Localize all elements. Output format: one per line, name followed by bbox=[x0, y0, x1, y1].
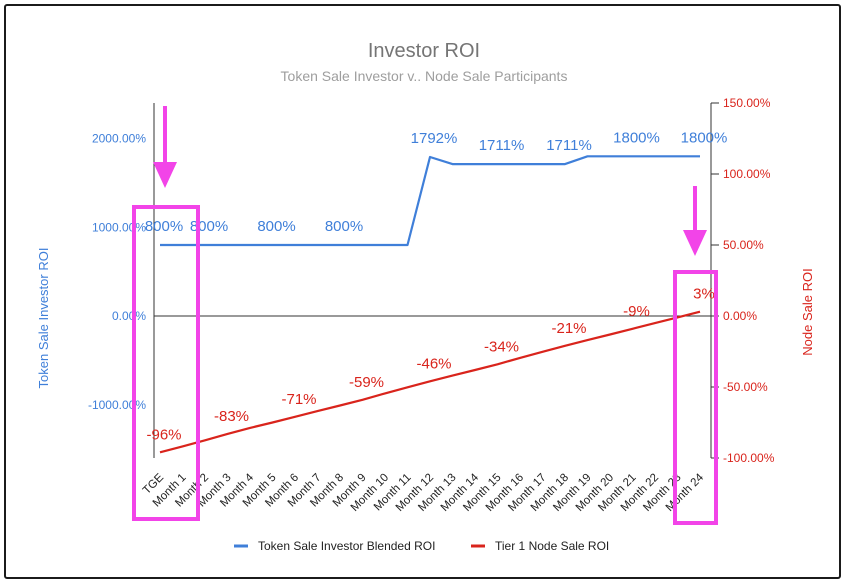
chart-plot-area: -1000.00% 0.00% 1000.00% 2000.00% -100.00% -5… bbox=[88, 96, 775, 465]
node-sale-roi-line bbox=[159, 310, 701, 454]
left-tick-label: 0.00% bbox=[112, 309, 146, 323]
token-sale-data-label: 1711% bbox=[546, 137, 592, 154]
right-axis-title: Node Sale ROI bbox=[800, 268, 815, 355]
legend-label: Tier 1 Node Sale ROI bbox=[495, 539, 609, 553]
node-sale-data-label: -46% bbox=[416, 355, 451, 372]
investor-roi-chart: Investor ROI Token Sale Investor v.. Nod… bbox=[36, 40, 815, 553]
series-lines bbox=[159, 155, 701, 454]
chart-frame: Investor ROI Token Sale Investor v.. Nod… bbox=[4, 4, 841, 579]
chart-title: Investor ROI bbox=[368, 40, 480, 62]
left-axis-title: Token Sale Investor ROI bbox=[36, 248, 51, 389]
node-sale-data-label: -59% bbox=[349, 374, 384, 391]
data-labels: 800% 800% 800% 800% 1792% 1711% 1711% 1800% 1800… bbox=[145, 129, 728, 443]
chart-subtitle: Token Sale Investor v.. Node Sale Partic… bbox=[281, 68, 568, 84]
node-sale-data-label: -96% bbox=[146, 426, 181, 443]
arrow-head-end bbox=[683, 230, 707, 256]
highlight-box-start bbox=[132, 205, 200, 521]
left-tick-label: -1000.00% bbox=[88, 398, 146, 412]
token-sale-data-label: 1711% bbox=[479, 137, 525, 154]
arrow-head-start bbox=[153, 162, 177, 188]
token-sale-data-label: 1800% bbox=[613, 129, 660, 146]
right-tick-label: 150.00% bbox=[723, 96, 771, 110]
right-tick-label: 100.00% bbox=[723, 167, 771, 181]
left-tick-label: 1000.00% bbox=[92, 220, 146, 234]
right-tick-label: -50.00% bbox=[723, 380, 768, 394]
node-sale-data-label: -71% bbox=[281, 391, 316, 408]
token-sale-data-label: 1792% bbox=[411, 130, 458, 147]
highlight-annotations bbox=[132, 106, 718, 525]
chart-legend: Token Sale Investor Blended ROI Tier 1 No… bbox=[234, 539, 609, 553]
node-sale-data-label: -34% bbox=[484, 338, 519, 355]
token-sale-data-label: 800% bbox=[190, 218, 228, 235]
token-sale-data-label: 800% bbox=[257, 218, 295, 235]
token-sale-data-label: 800% bbox=[325, 218, 363, 235]
node-sale-data-label: 3% bbox=[693, 286, 715, 303]
token-sale-data-label: 800% bbox=[145, 218, 183, 235]
right-tick-label: 50.00% bbox=[723, 238, 764, 252]
left-tick-label: 2000.00% bbox=[92, 132, 146, 146]
right-tick-label: 0.00% bbox=[723, 309, 757, 323]
node-sale-data-label: -9% bbox=[623, 303, 650, 320]
legend-label: Token Sale Investor Blended ROI bbox=[258, 539, 435, 553]
token-sale-roi-line bbox=[160, 155, 700, 247]
right-tick-label: -100.00% bbox=[723, 451, 775, 465]
token-sale-data-label: 1800% bbox=[681, 129, 728, 146]
node-sale-data-label: -21% bbox=[551, 320, 586, 337]
highlight-box-end bbox=[673, 270, 718, 525]
node-sale-data-label: -83% bbox=[214, 408, 249, 425]
